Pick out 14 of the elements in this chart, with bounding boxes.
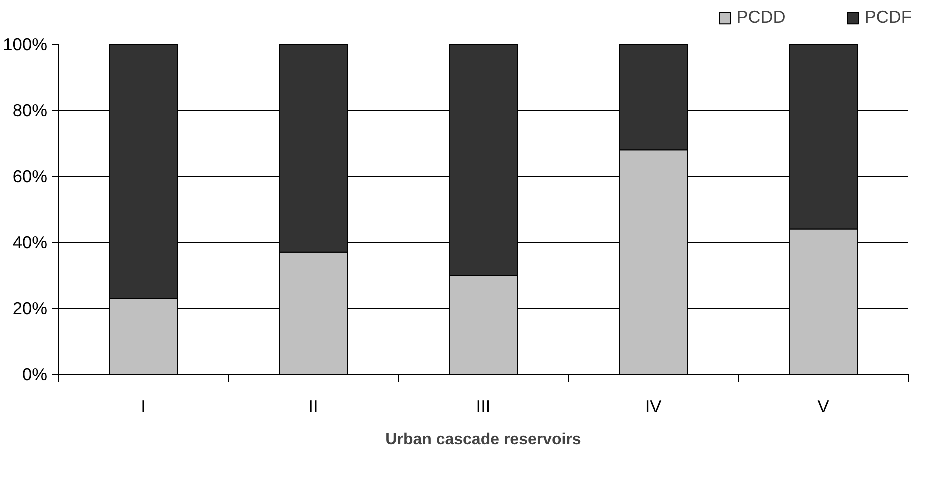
- y-tick-label: 100%: [3, 34, 48, 54]
- y-tick-label: 20%: [12, 298, 48, 318]
- x-tick-label: I: [141, 396, 146, 416]
- x-tick-label: V: [818, 396, 830, 416]
- x-tick-label: III: [476, 396, 491, 416]
- legend-label: PCDF: [864, 7, 912, 28]
- x-axis-title: Urban cascade reservoirs: [386, 432, 582, 448]
- y-tick-label: 60%: [12, 166, 48, 186]
- x-tick-label: II: [308, 396, 318, 416]
- y-tick-label: 0%: [22, 364, 48, 384]
- x-tick-label: IV: [645, 396, 662, 416]
- y-tick-label: 80%: [12, 100, 48, 120]
- legend-label: PCDD: [736, 7, 786, 28]
- y-tick-label: 40%: [12, 232, 48, 252]
